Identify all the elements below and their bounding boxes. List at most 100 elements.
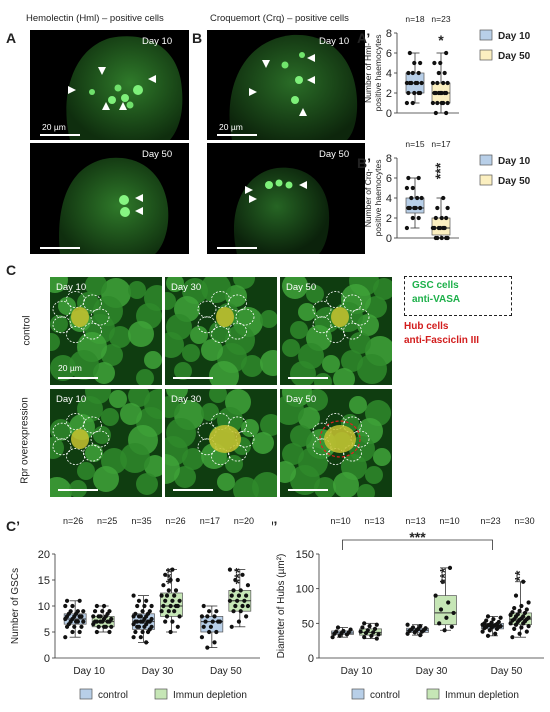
cell-blob [201, 339, 223, 361]
data-point [98, 614, 103, 619]
day-label: Day 10 [142, 36, 173, 47]
cell-blob [333, 368, 355, 385]
data-point [140, 629, 145, 635]
n-label: n=23 [431, 14, 450, 24]
data-point [240, 572, 245, 577]
cell-blob [165, 332, 184, 358]
box-day-50 [430, 50, 451, 116]
legend-swatch [479, 174, 493, 186]
data-point [407, 205, 412, 211]
n-label: n=15 [405, 139, 424, 149]
hub-region [209, 425, 241, 453]
data-point [440, 579, 445, 584]
data-point [92, 609, 98, 614]
data-point [442, 628, 447, 633]
data-point [436, 70, 441, 76]
data-point [406, 175, 411, 181]
data-point [103, 624, 108, 629]
significance-mark: *** [163, 567, 179, 584]
data-point [205, 645, 210, 650]
hub-region [71, 307, 89, 327]
gsc-outline [235, 308, 255, 326]
data-point [227, 567, 233, 572]
x-tick-label: Day 30 [142, 666, 174, 677]
data-point [212, 614, 217, 619]
legend-swatch [351, 688, 365, 700]
data-point [410, 215, 415, 221]
data-point [149, 616, 154, 622]
data-point [415, 80, 420, 86]
scale-label: 20 µm [42, 122, 66, 132]
gsc-outline [326, 291, 345, 308]
data-point [168, 603, 173, 609]
data-point [439, 90, 444, 96]
data-point [91, 614, 96, 619]
scale-bar [58, 377, 98, 379]
data-point [214, 629, 219, 635]
cell-blob [50, 333, 60, 351]
scale-bar [58, 489, 98, 491]
cell-blob [69, 480, 87, 497]
cell-blob [128, 389, 150, 407]
cell-blob [290, 465, 320, 495]
day-label: Day 50 [286, 394, 317, 405]
data-point [170, 598, 175, 603]
data-point [231, 609, 236, 614]
data-point [416, 70, 421, 76]
data-point [435, 205, 440, 211]
data-point [170, 567, 175, 572]
legend-label: Day 10 [498, 31, 531, 42]
data-point [437, 621, 442, 626]
cell-blob [85, 444, 103, 462]
data-point [236, 619, 242, 624]
box-immun-depletion [358, 621, 382, 641]
cell-blob [50, 315, 68, 333]
data-point [371, 630, 376, 635]
data-point [173, 588, 179, 593]
data-point [136, 624, 142, 629]
data-point [131, 593, 136, 598]
cell-blob [174, 362, 192, 380]
scale-bar [288, 377, 328, 379]
data-point [208, 624, 214, 629]
data-point [444, 90, 449, 96]
data-point [435, 80, 440, 86]
data-point [168, 577, 173, 583]
micrograph-b-day50: Day 50 [207, 143, 365, 254]
data-point [441, 195, 446, 201]
data-point [433, 110, 438, 116]
data-point [513, 593, 519, 598]
y-tick-label: 0 [386, 108, 392, 120]
box-immun-depletion [227, 567, 252, 629]
arrowhead-icon [98, 67, 106, 75]
data-point [412, 90, 417, 96]
data-point [484, 618, 489, 623]
gsc-outline [211, 326, 230, 343]
arrowhead-icon [68, 86, 76, 94]
data-point [144, 598, 149, 603]
legend-label: Day 50 [498, 176, 531, 187]
cell-blob [201, 403, 219, 421]
data-point [445, 100, 450, 106]
gsc-outline [228, 416, 247, 434]
data-point [432, 60, 437, 66]
cell-blob [120, 403, 142, 425]
data-point [245, 603, 251, 609]
micrograph-c-rpr-day50: Day 50 [280, 389, 392, 497]
data-point [100, 609, 105, 614]
data-point [138, 635, 143, 640]
cell-blob [349, 332, 371, 354]
scale-label: 20 µm [58, 363, 82, 373]
n-label: n=10 [439, 516, 459, 526]
x-tick-label: Day 50 [491, 666, 523, 677]
gsc-outline [211, 291, 230, 308]
cell-blob [349, 396, 367, 414]
data-point [107, 629, 112, 635]
data-point [334, 629, 339, 634]
data-point [442, 225, 447, 231]
data-point [416, 215, 421, 221]
micrograph-image [50, 277, 162, 385]
panel-title-b: Croquemort (Crq) – positive cells [210, 13, 349, 24]
data-point [244, 614, 249, 619]
data-point [236, 593, 242, 598]
